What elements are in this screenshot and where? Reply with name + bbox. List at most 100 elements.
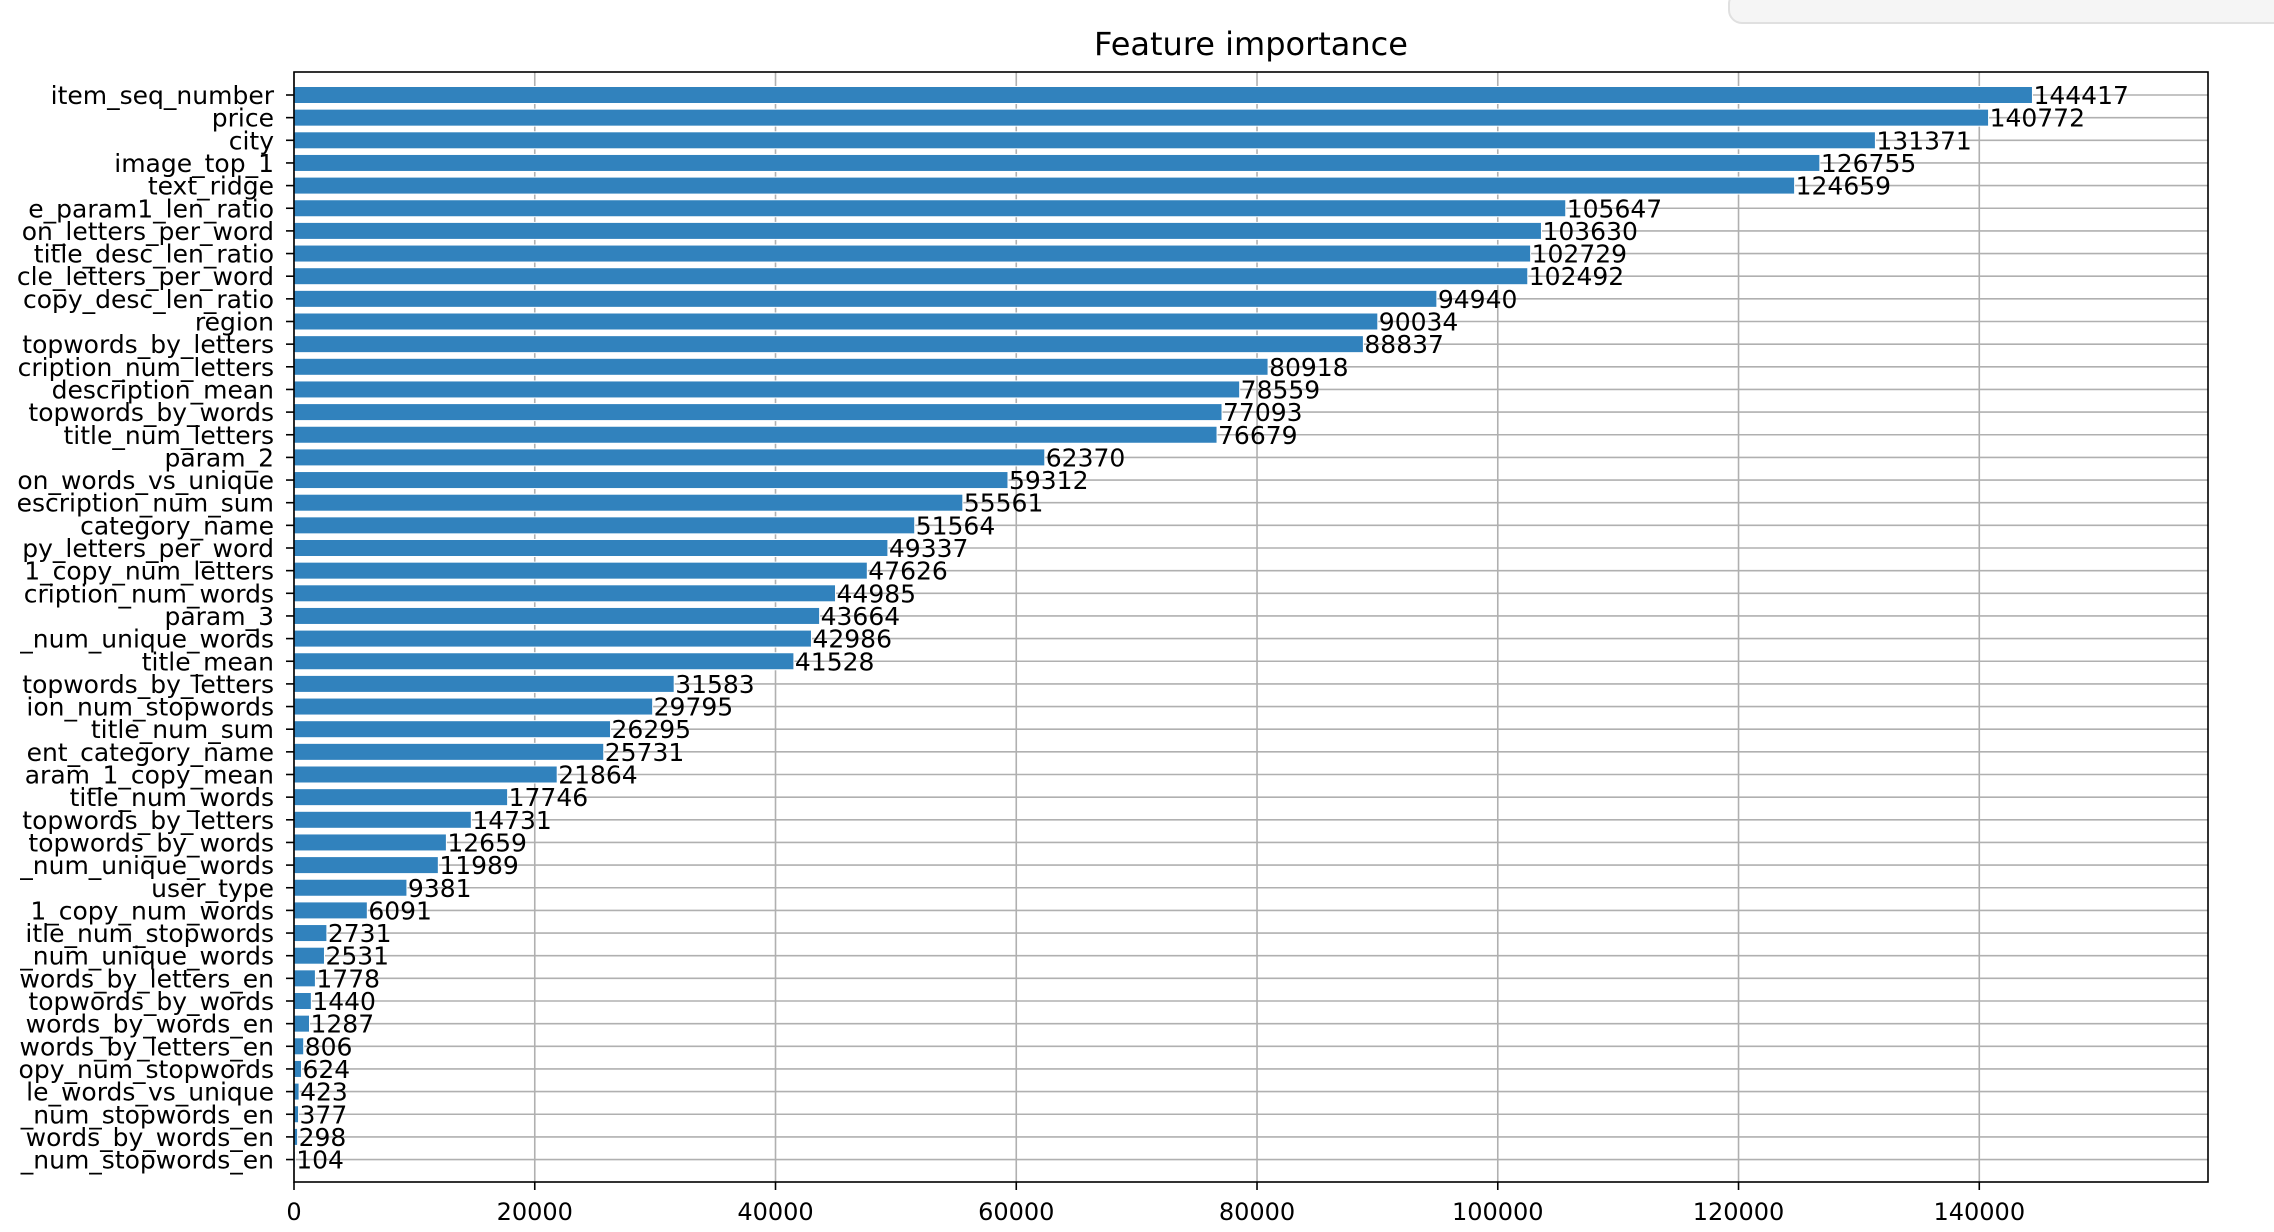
category-label: title_num_sum	[91, 715, 274, 744]
category-label: item_seq_number	[51, 81, 275, 110]
value-label: 26295	[612, 715, 692, 744]
bar	[293, 584, 837, 603]
bar	[293, 471, 1009, 490]
value-label: 14731	[472, 806, 552, 835]
value-label: 90034	[1379, 308, 1459, 337]
x-tick-label: 80000	[1219, 1198, 1295, 1226]
bar	[293, 176, 1796, 195]
x-tick-label: 0	[286, 1198, 301, 1226]
bar	[293, 561, 868, 580]
category-label: region	[195, 308, 274, 337]
category-label: escription_num_sum	[17, 489, 274, 518]
bar	[293, 969, 316, 988]
bar	[293, 606, 821, 625]
value-label: 76679	[1218, 421, 1298, 450]
value-label: 88837	[1364, 330, 1444, 359]
value-label: 59312	[1009, 466, 1089, 495]
category-label: param_2	[164, 443, 274, 472]
value-label: 102729	[1532, 240, 1627, 269]
bar	[293, 403, 1223, 422]
bar	[293, 674, 675, 693]
category-label: ent_category_name	[27, 738, 274, 767]
value-label: 41528	[795, 647, 875, 676]
bar	[293, 425, 1218, 444]
category-label: cle_letters_per_word	[17, 262, 274, 291]
category-label: topwords_by_letters	[22, 330, 274, 359]
category-label: title_num_letters	[63, 421, 274, 450]
bar	[293, 901, 368, 920]
category-label: py_letters_per_word	[22, 534, 274, 563]
value-label: 78559	[1241, 375, 1321, 404]
category-label: words_by_letters_en	[20, 964, 274, 993]
category-label: city	[229, 126, 274, 155]
value-label: 77093	[1223, 398, 1303, 427]
category-label: topwords_by_words	[28, 828, 274, 857]
category-label: on_words_vs_unique	[17, 466, 274, 495]
category-label: words_by_words_en	[26, 1123, 274, 1152]
category-label: le_words_vs_unique	[26, 1078, 274, 1107]
value-label: 43664	[821, 602, 901, 631]
value-label: 104	[296, 1146, 344, 1175]
value-label: 140772	[1990, 104, 2085, 133]
category-label: e_param1_len_ratio	[28, 194, 274, 223]
category-label: _num_unique_words	[19, 942, 274, 971]
bar	[293, 448, 1046, 467]
bar	[293, 153, 1821, 172]
value-label: 1287	[310, 1010, 374, 1039]
value-label: 131371	[1876, 126, 1971, 155]
bar	[293, 992, 312, 1010]
value-label: 17746	[509, 783, 589, 812]
value-label: 49337	[889, 534, 969, 563]
category-label: _num_unique_words	[19, 851, 274, 880]
bar	[293, 357, 1269, 376]
value-label: 423	[300, 1078, 348, 1107]
category-label: 1_copy_num_letters	[24, 557, 274, 586]
x-tick-label: 100000	[1452, 1198, 1544, 1226]
value-label: 1440	[312, 987, 376, 1016]
value-label: 12659	[447, 828, 527, 857]
bar	[293, 267, 1529, 286]
value-label: 62370	[1046, 443, 1126, 472]
category-label: cription_num_letters	[18, 353, 274, 382]
bar	[293, 1037, 305, 1056]
category-label: title_mean	[142, 647, 274, 676]
bar	[293, 131, 1876, 150]
category-label: cription_num_words	[24, 579, 274, 608]
category-label: ion_num_stopwords	[26, 693, 274, 722]
category-label: image_top_1	[114, 149, 274, 178]
bar	[293, 289, 1438, 308]
value-label: 124659	[1796, 172, 1891, 201]
category-label: topwords_by_words	[28, 398, 274, 427]
category-label: topwords_by_letters	[22, 806, 274, 835]
value-label: 377	[300, 1100, 348, 1129]
value-label: 2731	[328, 919, 392, 948]
bar	[293, 244, 1532, 263]
category-label: 1_copy_num_words	[30, 896, 274, 925]
bar	[293, 788, 509, 807]
category-label: words_by_letters_en	[20, 1032, 274, 1061]
value-label: 102492	[1529, 262, 1624, 291]
value-label: 126755	[1821, 149, 1916, 178]
value-label: 103630	[1542, 217, 1637, 246]
value-label: 11989	[439, 851, 519, 880]
chart-title: Feature importance	[1094, 25, 1408, 63]
x-tick-label: 120000	[1693, 1198, 1785, 1226]
bar	[293, 878, 408, 897]
bar	[293, 720, 612, 739]
category-label: copy_desc_len_ratio	[23, 285, 274, 314]
category-label: _num_stopwords_en	[20, 1146, 274, 1175]
value-label: 624	[303, 1055, 351, 1084]
category-label: description_mean	[52, 375, 274, 404]
value-label: 298	[299, 1123, 347, 1152]
category-label: itle_num_stopwords	[25, 919, 274, 948]
category-label: _num_stopwords_en	[20, 1100, 274, 1129]
bar	[293, 199, 1567, 218]
bar	[293, 833, 447, 852]
category-label: on_letters_per_word	[22, 217, 274, 246]
bar	[293, 946, 325, 965]
category-label: opy_num_stopwords	[19, 1055, 274, 1084]
bar	[293, 1059, 303, 1078]
x-tick-label: 60000	[978, 1198, 1054, 1226]
category-label: words_by_words_en	[26, 1010, 274, 1039]
